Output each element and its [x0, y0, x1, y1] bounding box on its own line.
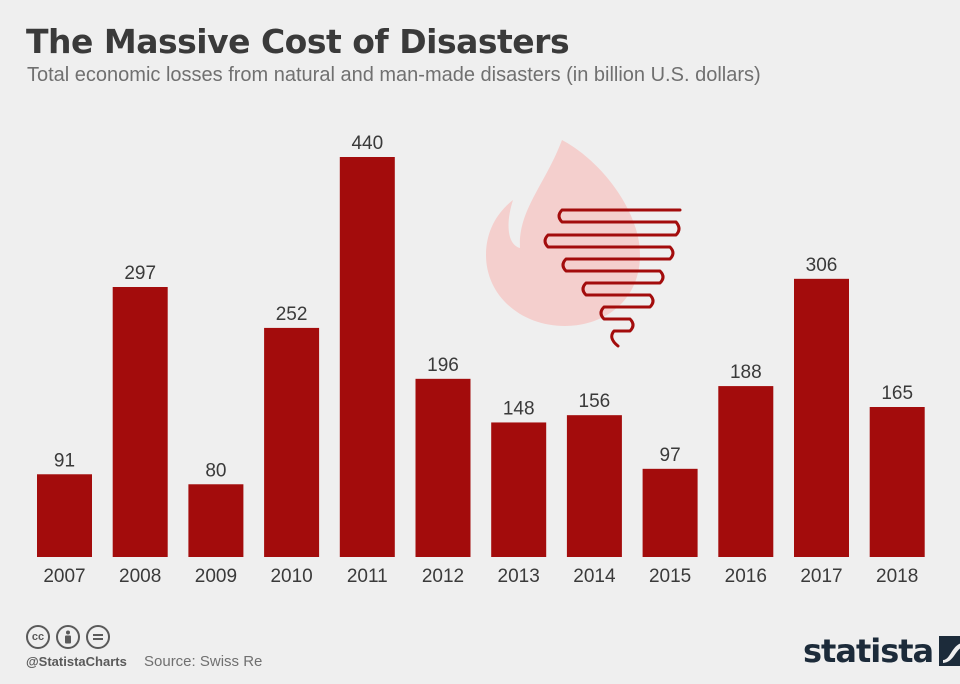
data-label-2016: 188: [730, 362, 762, 383]
data-label-2009: 80: [205, 460, 226, 481]
x-tick-label-2012: 2012: [422, 566, 464, 587]
source-note: Source: Swiss Re: [144, 653, 263, 670]
disaster-illustration: [486, 140, 682, 348]
data-label-2018: 165: [881, 383, 913, 404]
bar-2018: [869, 407, 925, 557]
x-tick-label-2013: 2013: [498, 566, 540, 587]
social-handle[interactable]: @StatistaCharts: [26, 654, 127, 669]
bar-2016: [718, 386, 774, 557]
bar-chart: 91 2007 297 2008 80 2009 252 2010 440 2011 196 2012…: [37, 133, 925, 587]
data-label-2008: 297: [124, 263, 156, 284]
attribution-icon[interactable]: [56, 625, 80, 649]
statista-logo[interactable]: statista: [803, 632, 960, 670]
bar-2007: [37, 474, 92, 557]
data-label-2012: 196: [427, 355, 459, 376]
data-label-2011: 440: [351, 133, 383, 154]
bar-2013: [491, 422, 547, 557]
bar-2012: [415, 378, 471, 557]
x-tick-label-2016: 2016: [725, 566, 767, 587]
page-subtitle: Total economic losses from natural and m…: [27, 64, 761, 86]
license-icons: cc: [26, 625, 110, 649]
no-derivatives-icon[interactable]: [86, 625, 110, 649]
x-tick-label-2015: 2015: [649, 566, 691, 587]
bar-2014: [566, 415, 622, 557]
data-label-2015: 97: [660, 445, 681, 466]
data-label-2013: 148: [503, 398, 535, 419]
bar-2015: [642, 468, 698, 557]
x-tick-label-2008: 2008: [119, 566, 161, 587]
data-label-2010: 252: [276, 304, 308, 325]
page-title: The Massive Cost of Disasters: [26, 22, 570, 61]
data-label-2017: 306: [806, 255, 838, 276]
x-tick-label-2017: 2017: [800, 566, 842, 587]
bar-2008: [112, 287, 168, 557]
bar-2011: [339, 157, 395, 557]
brand-name: statista: [803, 632, 934, 670]
x-tick-label-2011: 2011: [347, 566, 388, 587]
cc-icon[interactable]: cc: [26, 625, 50, 649]
data-label-2014: 156: [579, 391, 611, 412]
tornado-icon: [543, 208, 682, 348]
x-tick-label-2007: 2007: [43, 566, 85, 587]
flame-icon: [486, 140, 640, 326]
data-label-2007: 91: [54, 450, 75, 471]
bar-2009: [188, 484, 244, 557]
x-tick-label-2010: 2010: [270, 566, 312, 587]
bar-2010: [264, 327, 320, 557]
x-tick-label-2018: 2018: [876, 566, 918, 587]
statista-mark-icon: [939, 636, 960, 666]
x-tick-label-2009: 2009: [195, 566, 237, 587]
x-tick-label-2014: 2014: [573, 566, 616, 587]
bar-2017: [794, 278, 849, 557]
